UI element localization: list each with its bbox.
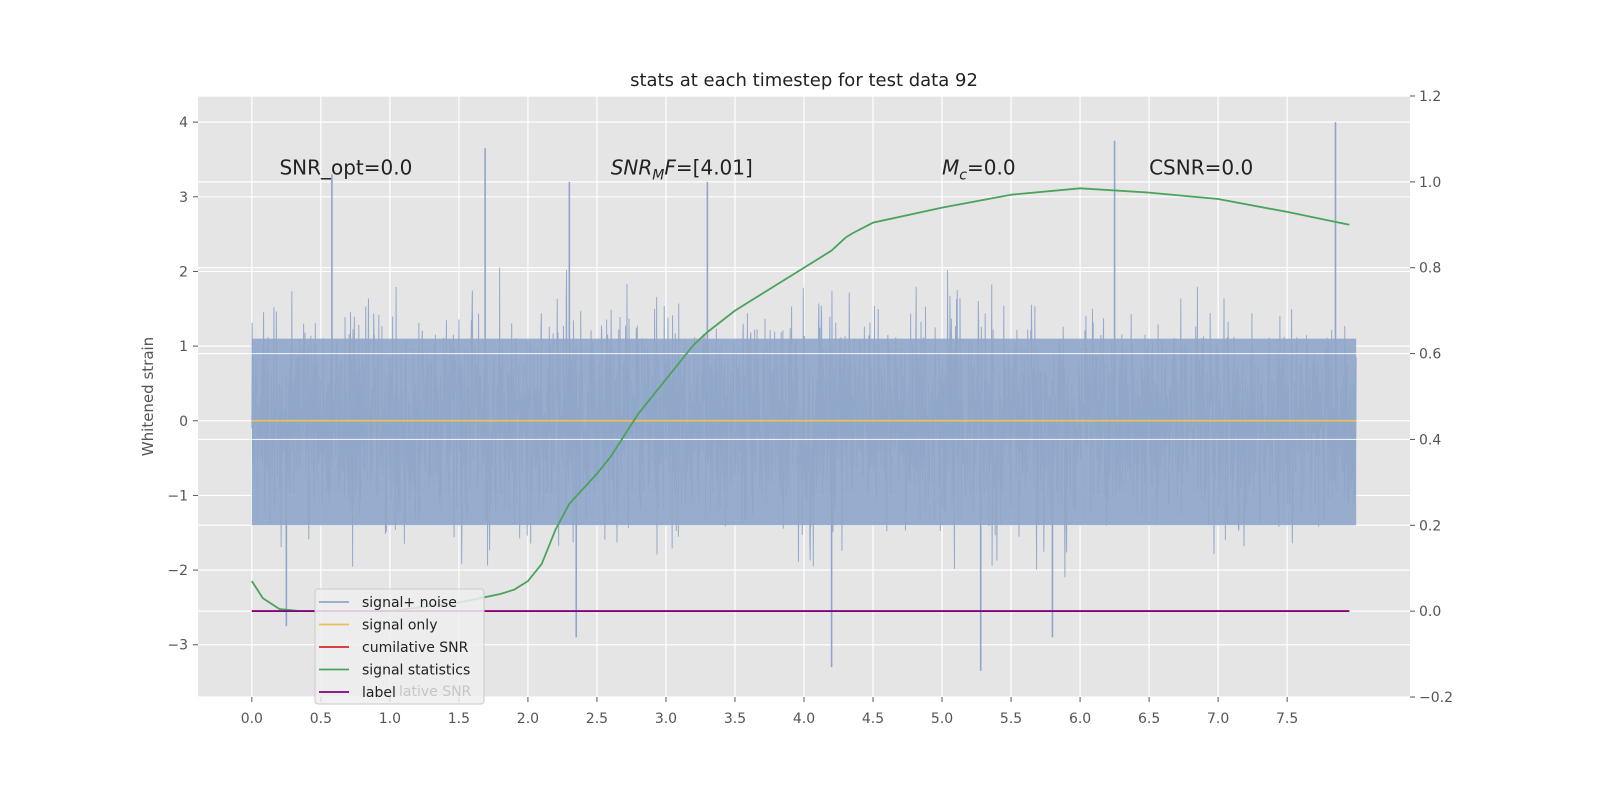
noise-series-layer bbox=[198, 122, 1410, 671]
annotation-snr-opt: SNR_opt=0.0 bbox=[279, 155, 412, 179]
x-tick-label: 2.0 bbox=[517, 711, 539, 727]
annotation-part: =0.0 bbox=[967, 155, 1016, 179]
annotation-snr-mf: SNRMF=[4.01] bbox=[611, 155, 753, 183]
y-tick-label: −1 bbox=[167, 488, 188, 504]
x-tick-label: 1.5 bbox=[448, 711, 470, 727]
x-tick-label: 4.5 bbox=[862, 711, 884, 727]
y-tick-label: 0 bbox=[179, 414, 188, 430]
y-tick-label: 3 bbox=[179, 190, 188, 206]
y-axis-label: Whitened strain bbox=[139, 337, 157, 456]
annotation-part: F bbox=[664, 155, 676, 179]
y-tick-label: −3 bbox=[167, 638, 188, 654]
signal-noise-band bbox=[251, 338, 1357, 526]
y-tick-label: −2 bbox=[167, 563, 188, 579]
x-tick-label: 5.5 bbox=[1000, 711, 1022, 727]
annotation-part: SNR_opt=0.0 bbox=[279, 155, 412, 179]
legend-box bbox=[314, 588, 485, 705]
y2-tick-label: 0.2 bbox=[1419, 518, 1441, 534]
x-tick-label: 7.0 bbox=[1207, 711, 1229, 727]
x-tick-label: 3.0 bbox=[655, 711, 677, 727]
annotations: SNR_opt=0.0 SNRMF=[4.01] Mc=0.0 CSNR=0.0 bbox=[279, 155, 1253, 183]
y2-tick-label: −0.2 bbox=[1419, 690, 1453, 706]
legend-label-1: signal only bbox=[362, 618, 437, 634]
legend-label-0: signal+ noise bbox=[362, 595, 457, 611]
y-tick-label: 1 bbox=[179, 339, 188, 355]
y2-tick-label: 0.0 bbox=[1419, 604, 1441, 620]
x-tick-label: 3.5 bbox=[724, 711, 746, 727]
x-tick-label: 0.5 bbox=[310, 711, 332, 727]
legend-label-4: label bbox=[362, 685, 396, 701]
x-tick-label: 6.0 bbox=[1069, 711, 1091, 727]
axes: 0.0 0.5 1.0 1.5 2.0 2.5 3.0 3.5 4.0 4.5 5.0 5.5 6.0 6… bbox=[167, 89, 1453, 727]
annotation-part: c bbox=[959, 167, 967, 183]
annotation-part: M bbox=[942, 155, 959, 179]
y2-tick-label: 0.4 bbox=[1419, 432, 1441, 448]
x-tick-label: 4.0 bbox=[793, 711, 815, 727]
y2-tick-label: 1.2 bbox=[1419, 89, 1441, 105]
y-tick-label: 2 bbox=[179, 264, 188, 280]
legend: lative SNR signal+ noise signal only cumila… bbox=[314, 588, 485, 705]
annotation-part: =[4.01] bbox=[676, 155, 753, 179]
annotation-part: SNR bbox=[611, 155, 653, 179]
y2-tick-label: 0.6 bbox=[1419, 347, 1441, 363]
y2-tick-label: 1.0 bbox=[1419, 175, 1441, 191]
annotation-part: CSNR=0.0 bbox=[1149, 155, 1253, 179]
x-tick-label: 2.5 bbox=[586, 711, 608, 727]
x-tick-label: 7.5 bbox=[1276, 711, 1298, 727]
x-tick-label: 1.0 bbox=[379, 711, 401, 727]
x-tick-label: 5.0 bbox=[931, 711, 953, 727]
x-tick-label: 6.5 bbox=[1138, 711, 1160, 727]
y-tick-label: 4 bbox=[179, 115, 188, 131]
annotation-mc: Mc=0.0 bbox=[942, 155, 1016, 183]
y2-tick-label: 0.8 bbox=[1419, 261, 1441, 277]
x-tick-label: 0.0 bbox=[241, 711, 263, 727]
legend-residue: lative SNR bbox=[399, 684, 472, 700]
legend-label-3: signal statistics bbox=[362, 663, 470, 679]
legend-label-2: cumilative SNR bbox=[362, 640, 469, 656]
annotation-part: M bbox=[652, 167, 664, 183]
annotation-csnr: CSNR=0.0 bbox=[1149, 155, 1253, 179]
chart-title: stats at each timestep for test data 92 bbox=[630, 70, 978, 91]
